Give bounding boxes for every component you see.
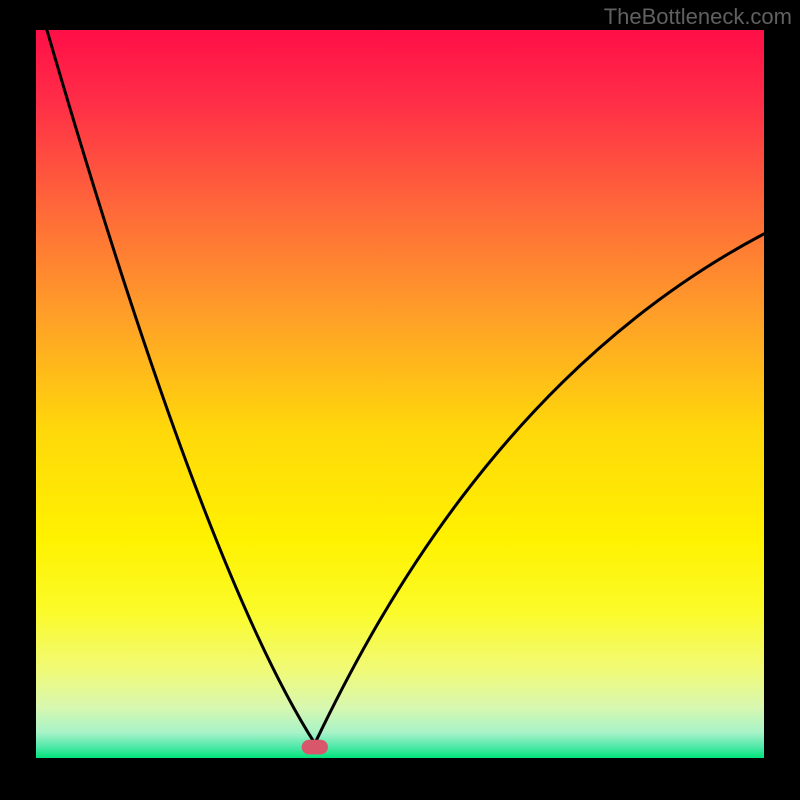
chart-frame: TheBottleneck.com <box>0 0 800 800</box>
plot-svg <box>36 30 764 758</box>
bottleneck-curve <box>47 30 764 743</box>
minimum-marker <box>302 740 328 755</box>
watermark-text: TheBottleneck.com <box>604 4 792 30</box>
plot-area <box>36 30 764 758</box>
